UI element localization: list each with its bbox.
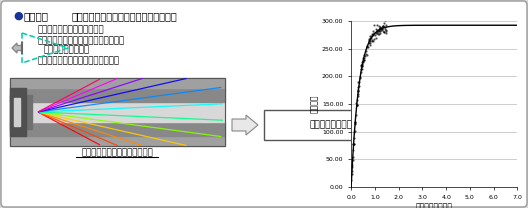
Text: ＜配管内スプレーノズル水蒸発量解析＞: ＜配管内スプレーノズル水蒸発量解析＞ — [72, 11, 178, 21]
Point — [358, 64, 366, 68]
Point — [369, 32, 378, 36]
Point — [357, 67, 366, 71]
Bar — [264, 110, 452, 140]
Point — [352, 102, 360, 105]
Point — [365, 39, 374, 42]
Point — [350, 143, 358, 146]
Point — [353, 90, 362, 93]
Point — [358, 64, 366, 67]
Point — [369, 39, 377, 42]
Point — [358, 63, 366, 67]
Point — [376, 30, 384, 33]
Point — [360, 59, 368, 62]
Point — [370, 24, 378, 27]
Bar — [10, 95, 32, 129]
Point — [374, 28, 383, 31]
Point — [359, 56, 367, 59]
Point — [350, 136, 358, 140]
Point — [382, 23, 391, 26]
Point — [369, 29, 377, 33]
Point — [366, 34, 374, 37]
Point — [376, 28, 385, 31]
Point — [351, 123, 360, 126]
Point — [379, 21, 388, 25]
Point — [372, 28, 381, 31]
Point — [351, 120, 359, 124]
Point — [348, 155, 357, 158]
Point — [352, 113, 361, 117]
Point — [362, 49, 370, 52]
Point — [368, 39, 376, 42]
Point — [378, 28, 386, 31]
Point — [379, 24, 387, 27]
Point — [371, 33, 379, 36]
Point — [356, 77, 364, 80]
Point — [359, 59, 367, 63]
Text: 粒径分布、温度）: 粒径分布、温度） — [44, 45, 90, 54]
Point — [370, 37, 378, 40]
Point — [348, 170, 356, 173]
Point — [368, 39, 376, 43]
Bar — [14, 98, 20, 126]
Point — [378, 25, 386, 28]
Point — [372, 28, 381, 32]
Point — [349, 142, 357, 146]
Point — [379, 25, 387, 28]
Point — [354, 93, 362, 96]
Point — [376, 31, 384, 34]
Point — [381, 29, 390, 32]
Text: 液滴軌跡（カラー：液滴粒径）: 液滴軌跡（カラー：液滴粒径） — [81, 148, 153, 157]
Point — [360, 56, 369, 59]
Point — [381, 19, 389, 22]
Point — [364, 41, 373, 45]
Point — [353, 103, 361, 106]
Text: ・蒸発量に与える影響を評価: ・蒸発量に与える影響を評価 — [38, 25, 105, 34]
Point — [376, 26, 384, 30]
Point — [353, 89, 362, 92]
Point — [380, 31, 389, 34]
Point — [364, 40, 373, 43]
Text: 事例紹介: 事例紹介 — [23, 11, 48, 21]
Point — [365, 39, 373, 42]
Point — [358, 61, 366, 64]
Point — [348, 165, 356, 169]
Bar — [10, 136, 225, 146]
Point — [363, 46, 371, 49]
Point — [362, 52, 371, 56]
Point — [354, 86, 362, 89]
Point — [361, 54, 369, 57]
Point — [353, 94, 362, 97]
Text: －噴霧条件（パターン、角度、速度、: －噴霧条件（パターン、角度、速度、 — [38, 36, 125, 45]
Point — [365, 42, 374, 45]
Point — [374, 33, 382, 36]
Bar — [10, 88, 225, 102]
Point — [357, 63, 365, 66]
Point — [366, 37, 375, 40]
Point — [357, 68, 366, 71]
Point — [370, 31, 378, 35]
Point — [354, 81, 362, 84]
Point — [380, 25, 389, 28]
Point — [358, 62, 366, 66]
Point — [348, 163, 356, 167]
Y-axis label: 水蒸発量: 水蒸発量 — [310, 95, 319, 113]
Point — [367, 34, 375, 37]
Point — [357, 64, 366, 67]
Point — [351, 130, 359, 133]
Point — [381, 31, 390, 34]
Point — [350, 142, 358, 145]
Point — [365, 37, 374, 40]
Point — [374, 25, 383, 28]
FancyArrow shape — [232, 115, 258, 135]
Point — [376, 26, 385, 30]
Point — [365, 43, 374, 47]
Point — [375, 32, 383, 36]
Text: 設計条件を満たするスプレー性能を実現: 設計条件を満たするスプレー性能を実現 — [309, 120, 407, 130]
Point — [356, 76, 364, 79]
Point — [372, 32, 381, 35]
Bar — [10, 88, 26, 136]
Point — [375, 26, 384, 29]
Point — [353, 103, 361, 106]
Point — [348, 158, 357, 161]
